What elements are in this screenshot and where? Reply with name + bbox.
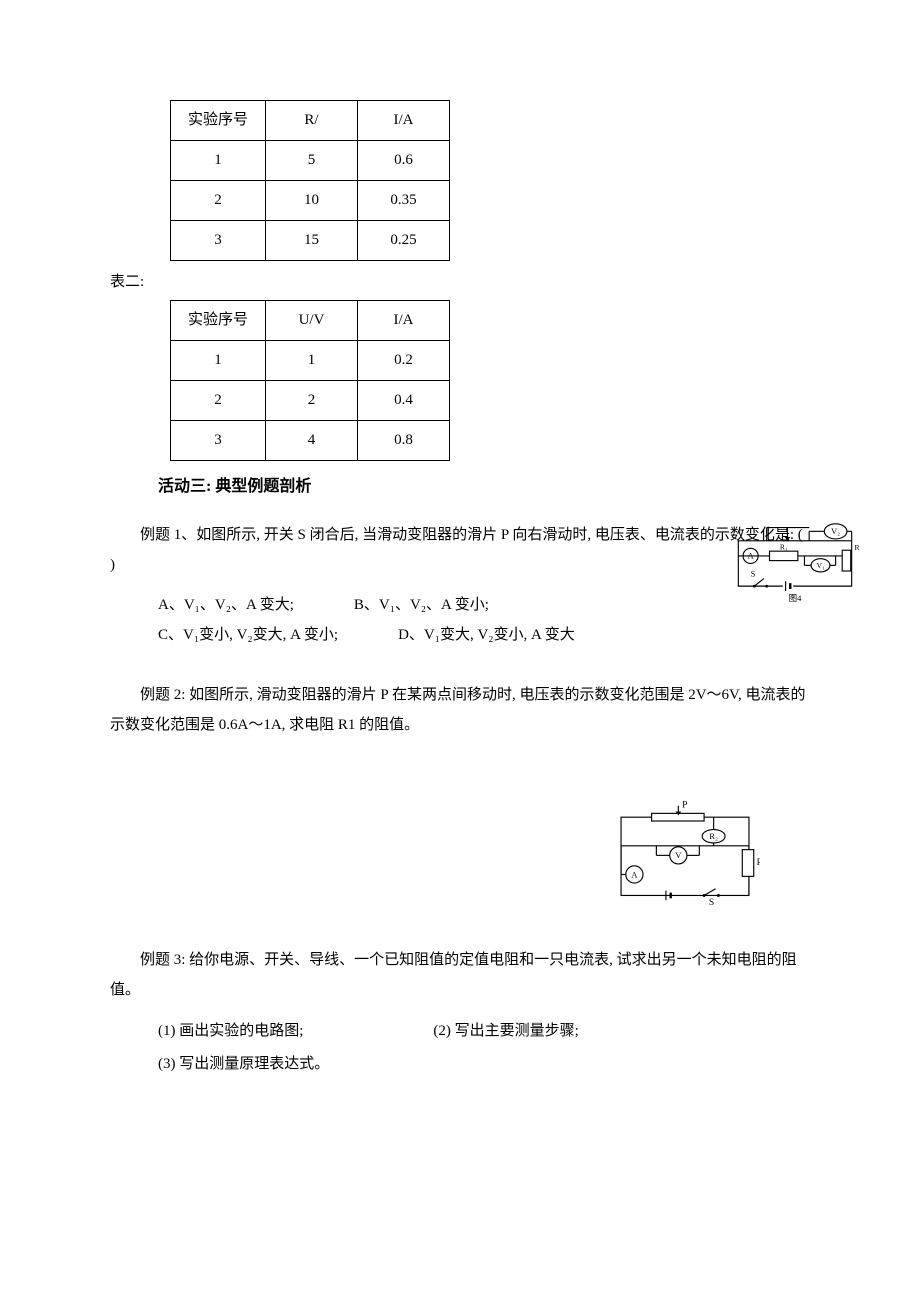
example1-option-b: B、V₁、V₂、A 变小; [354,590,489,620]
table-cell: 0.2 [358,341,450,381]
a-label: A [631,869,638,879]
example1-option-a: A、V₁、V₂、A 变大; [158,590,294,620]
table-cell: 0.4 [358,381,450,421]
table-cell: 3 [171,421,266,461]
section-title: 活动三: 典型例题剖析 [158,473,810,502]
r1-label: R₁ [780,542,788,551]
table-cell: 2 [266,381,358,421]
table-row: 实验序号 U/V I/A [171,301,450,341]
v2-label: V₂ [831,526,840,536]
table-header: I/A [358,101,450,141]
table-cell: 15 [266,221,358,261]
table-row: 1 5 0.6 [171,141,450,181]
example1-option-c: C、V₁变小, V₂变大, A 变小; [158,620,338,650]
table-row: 1 1 0.2 [171,341,450,381]
table-cell: 0.25 [358,221,450,261]
table-cell: 1 [171,141,266,181]
table-header: 实验序号 [171,301,266,341]
table-header: U/V [266,301,358,341]
table-cell: 2 [171,381,266,421]
table-cell: 1 [266,341,358,381]
example1-intro: 例题 1、如图所示, 开关 S 闭合后, 当滑动变阻器的滑片 P 向右滑动时, … [110,520,810,580]
example3-intro: 例题 3: 给你电源、开关、导线、一个已知阻值的定值电阻和一只电流表, 试求出另… [110,945,810,1005]
r1-label: R₁ [757,857,760,868]
s-label: S [751,568,756,578]
table-cell: 4 [266,421,358,461]
table-two: 实验序号 U/V I/A 1 1 0.2 2 2 0.4 3 4 0.8 [170,300,450,461]
table-row: 实验序号 R/ I/A [171,101,450,141]
table-cell: 0.35 [358,181,450,221]
table-cell: 10 [266,181,358,221]
table-cell: 0.8 [358,421,450,461]
table-row: 3 4 0.8 [171,421,450,461]
example3-q1: (1) 画出实验的电路图; [158,1015,303,1048]
r2-label: R₂ [855,543,861,552]
v-label: V [675,850,682,860]
table-cell: 0.6 [358,141,450,181]
v1-label: V₁ [816,561,824,570]
table-one: 实验序号 R/ I/A 1 5 0.6 2 10 0.35 3 15 0.25 [170,100,450,261]
r2-label: R₂ [709,831,718,841]
table-row: 2 2 0.4 [171,381,450,421]
table-row: 2 10 0.35 [171,181,450,221]
figure-label: 图4 [789,593,803,603]
example3-q3: (3) 写出测量原理表达式。 [158,1048,810,1081]
circuit-diagram-2: P R₂ V A R₁ S [610,800,760,905]
table-header: 实验序号 [171,101,266,141]
table-header: R/ [266,101,358,141]
table-two-label: 表二: [110,269,810,296]
table-cell: 5 [266,141,358,181]
table-header: I/A [358,301,450,341]
example1-option-d: D、V₁变大, V₂变小, A 变大 [398,620,575,650]
example3-q2: (2) 写出主要测量步骤; [433,1015,578,1048]
circuit-diagram-1: V₂ A R₁ V₁ R₂ S 图4 [730,520,860,605]
p-label: P [682,800,687,811]
table-cell: 2 [171,181,266,221]
example2-text: 例题 2: 如图所示, 滑动变阻器的滑片 P 在某两点间移动时, 电压表的示数变… [110,680,810,740]
table-cell: 1 [171,341,266,381]
table-cell: 3 [171,221,266,261]
table-row: 3 15 0.25 [171,221,450,261]
s-label: S [709,897,714,905]
